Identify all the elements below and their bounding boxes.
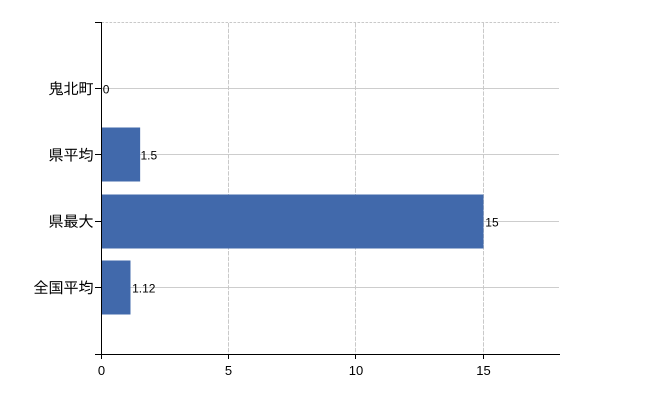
svg-text:15: 15 — [476, 363, 490, 378]
svg-text:1.12: 1.12 — [132, 282, 156, 296]
svg-text:1.5: 1.5 — [141, 149, 158, 163]
svg-text:5: 5 — [225, 363, 232, 378]
svg-text:10: 10 — [349, 363, 363, 378]
svg-text:0: 0 — [103, 83, 110, 97]
svg-text:15: 15 — [485, 216, 499, 230]
svg-text:0: 0 — [98, 363, 105, 378]
